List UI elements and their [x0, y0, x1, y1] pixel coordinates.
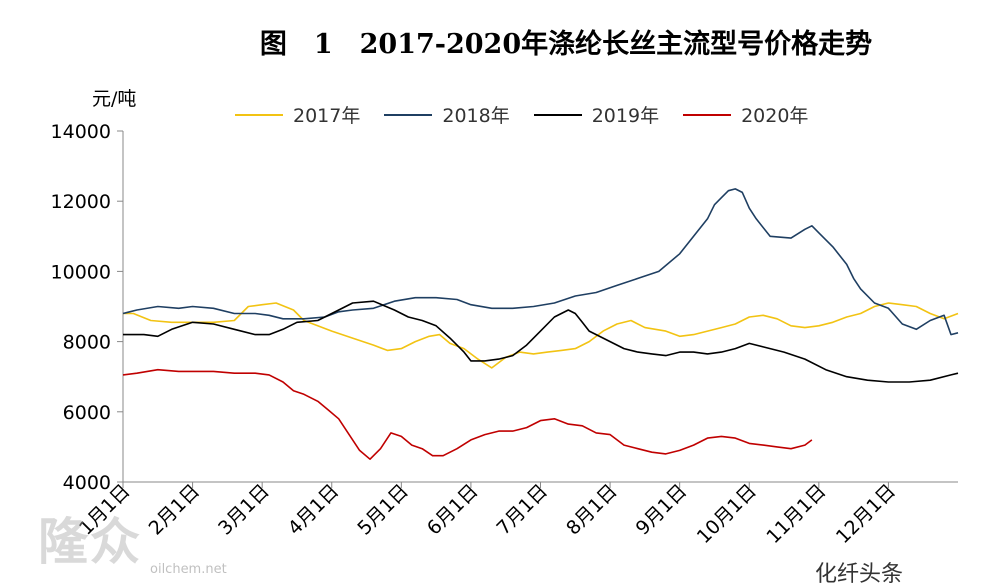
- legend-item-2017: 2017年: [235, 101, 360, 128]
- y-tick-label: 8000: [63, 332, 111, 354]
- x-tick-label: 6月1日: [423, 480, 483, 540]
- series-line-2019: [123, 300, 959, 383]
- series-line-2020: [122, 368, 813, 461]
- x-tick-label: 5月1日: [353, 480, 413, 540]
- y-axis-label: 元/吨: [92, 88, 137, 110]
- legend-label-2017: 2017年: [293, 105, 361, 127]
- legend-label-2020: 2020年: [741, 105, 809, 127]
- legend-swatch-2020: [683, 113, 732, 116]
- legend-swatch-2019: [533, 113, 582, 116]
- x-tick-label: 7月1日: [493, 480, 553, 540]
- series-line-2018: [122, 188, 959, 336]
- legend-swatch-2018: [384, 113, 433, 116]
- chart-legend: 2017年 2018年 2019年 2020年: [235, 101, 808, 128]
- legend-label-2018: 2018年: [442, 105, 510, 127]
- y-tick-label: 10000: [51, 261, 111, 283]
- watermark-url: oilchem.net: [150, 562, 227, 577]
- y-tick-label: 6000: [63, 402, 111, 424]
- watermark-logo: 隆众: [38, 513, 142, 571]
- x-tick-label: 9月1日: [632, 480, 692, 540]
- series-line-2017: [123, 302, 959, 369]
- legend-item-2018: 2018年: [384, 101, 510, 128]
- x-tick-label: 12月1日: [832, 480, 900, 548]
- legend-swatch-2017: [235, 113, 283, 116]
- x-tick-label: 4月1日: [284, 480, 344, 540]
- y-tick-label: 12000: [51, 191, 111, 213]
- watermark-brand: 化纤头条: [815, 562, 904, 587]
- legend-item-2019: 2019年: [533, 101, 660, 128]
- x-tick-label: 10月1日: [693, 480, 761, 548]
- chart-title: 图 1 2017-2020年涤纶长丝主流型号价格走势: [259, 29, 873, 60]
- legend-label-2019: 2019年: [591, 105, 660, 127]
- y-tick-label: 14000: [51, 121, 111, 143]
- x-tick-label: 8月1日: [562, 480, 622, 540]
- y-tick-label: 4000: [63, 472, 111, 494]
- x-tick-label: 11月1日: [762, 480, 830, 548]
- x-tick-label: 3月1日: [214, 480, 274, 540]
- x-tick-label: 2月1日: [145, 480, 205, 540]
- legend-item-2020: 2020年: [683, 101, 808, 128]
